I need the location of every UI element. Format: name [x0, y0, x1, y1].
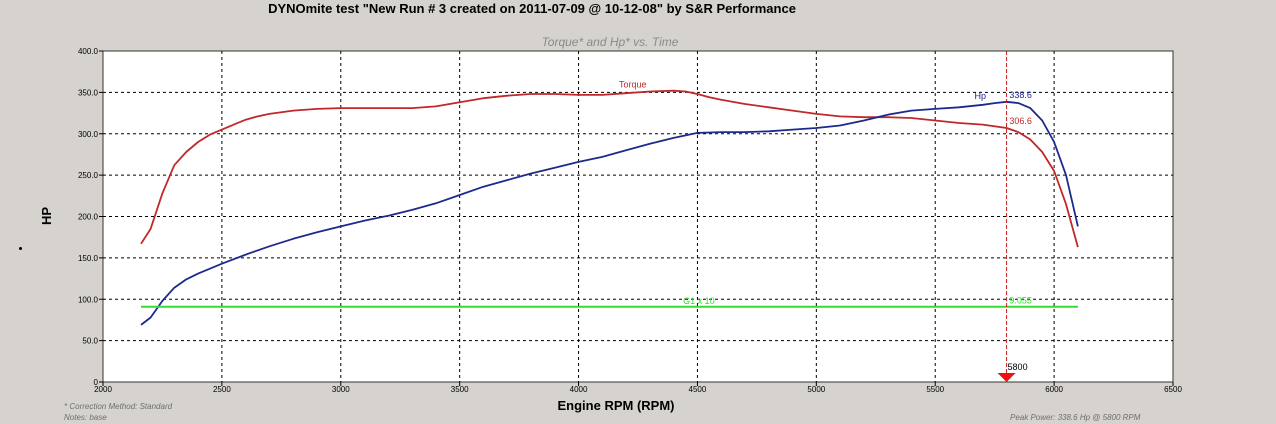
torque-line — [140, 89, 1079, 248]
chart-subtitle: Torque* and Hp* vs. Time — [542, 35, 679, 49]
y-tick-label: 150.0 — [78, 254, 99, 263]
rpm-cursor[interactable]: 5800 — [997, 51, 1028, 382]
peak-power-text: Peak Power: 338.6 Hp @ 5800 RPM — [1010, 413, 1141, 422]
y-tick-label: 200.0 — [78, 213, 99, 222]
y-tick-label: 50.0 — [82, 337, 98, 346]
y-axis-ticks: 0 50.0 100.0 150.0 200.0 250.0 300.0 350.0 400.0 — [78, 47, 103, 387]
y-tick-label: 400.0 — [78, 47, 99, 56]
x-tick-label: 5000 — [807, 385, 825, 394]
y-tick-label: 300.0 — [78, 130, 99, 139]
annotation-labels: Torque Hp 338.6 306.6 G1 x 10 9.055 — [619, 79, 1032, 306]
hp-line — [140, 100, 1079, 326]
x-axis-label: Engine RPM (RPM) — [558, 398, 675, 413]
x-tick-label: 5500 — [926, 385, 944, 394]
cursor-rpm-label: 5800 — [1008, 362, 1028, 372]
x-axis-ticks: 2000 2500 3000 3500 4000 4500 5000 5500 6000 6500 — [94, 382, 1182, 394]
cursor-marker — [997, 373, 1016, 382]
x-tick-label: 6500 — [1164, 385, 1182, 394]
correction-method-note: * Correction Method: Standard — [64, 402, 173, 411]
y-axis-label: HP — [39, 207, 54, 225]
torque-series-label: Torque — [619, 79, 647, 89]
y-tick-label: 0 — [94, 378, 99, 387]
x-tick-label: 2000 — [94, 385, 112, 394]
x-tick-label: 6000 — [1045, 385, 1063, 394]
y-tick-label: 100.0 — [78, 295, 99, 304]
notes-text: Notes: base — [64, 413, 107, 422]
chart-title: DYNOmite test "New Run # 3 created on 20… — [268, 1, 796, 16]
x-tick-label: 2500 — [213, 385, 231, 394]
green-cursor-value: 9.055 — [1009, 295, 1032, 305]
y-tick-label: 250.0 — [78, 171, 99, 180]
x-tick-label: 4500 — [689, 385, 707, 394]
x-tick-label: 3500 — [451, 385, 469, 394]
hp-peak-value: 338.6 — [1009, 90, 1032, 100]
y-tick-label: 350.0 — [78, 88, 99, 97]
series-group — [140, 89, 1079, 326]
x-tick-label: 3000 — [332, 385, 350, 394]
marker-dot — [19, 247, 22, 250]
torque-cursor-value: 306.6 — [1009, 116, 1032, 126]
x-tick-label: 4000 — [570, 385, 588, 394]
green-series-label: G1 x 10 — [683, 296, 715, 306]
hp-series-label: Hp — [974, 91, 986, 101]
